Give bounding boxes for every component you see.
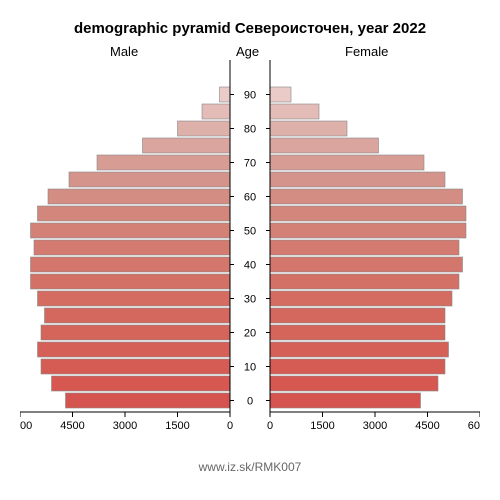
age-tick-label: 50: [244, 226, 256, 238]
male-bar: [34, 240, 230, 255]
x-tick-label: 1500: [165, 420, 189, 432]
female-bar: [270, 342, 449, 357]
male-bar: [220, 87, 231, 102]
x-tick-label: 6000: [20, 420, 32, 432]
male-bar: [97, 155, 230, 170]
pyramid-chart: 6000 4500 3000 1500 0 0 1500 3000 4500 6000 0 10 20 3…: [20, 60, 480, 440]
age-tick-label: 10: [244, 362, 256, 374]
male-bar: [31, 223, 231, 238]
male-label: Male: [110, 44, 138, 59]
chart-title: demographic pyramid Североисточен, year …: [0, 20, 500, 37]
female-bar: [270, 189, 463, 204]
age-tick-label: 40: [244, 260, 256, 272]
female-bar: [270, 87, 291, 102]
male-bar: [41, 359, 230, 374]
female-bar: [270, 104, 319, 119]
x-tick-label: 0: [267, 420, 273, 432]
x-tick-label: 4500: [60, 420, 84, 432]
female-bar: [270, 206, 466, 221]
male-bar: [66, 393, 231, 408]
x-tick-label: 3000: [113, 420, 137, 432]
female-bar: [270, 257, 463, 272]
female-bar: [270, 155, 424, 170]
x-tick-label: 1500: [310, 420, 334, 432]
female-bar: [270, 240, 459, 255]
male-bar: [143, 138, 231, 153]
male-bar: [38, 342, 231, 357]
x-tick-label: 3000: [363, 420, 387, 432]
x-tick-label: 4500: [415, 420, 439, 432]
x-tick-label: 6000: [468, 420, 480, 432]
female-bar: [270, 325, 445, 340]
female-bar: [270, 359, 445, 374]
age-tick-label: 60: [244, 192, 256, 204]
female-bar: [270, 291, 452, 306]
female-label: Female: [345, 44, 388, 59]
male-bar: [52, 376, 231, 391]
female-bar: [270, 274, 459, 289]
age-tick-label: 70: [244, 158, 256, 170]
footer-link: www.iz.sk/RMK007: [0, 460, 500, 474]
age-tick-label: 20: [244, 328, 256, 340]
male-bar: [41, 325, 230, 340]
female-bar: [270, 376, 438, 391]
age-tick-label: 0: [247, 396, 253, 408]
x-tick-label: 0: [227, 420, 233, 432]
female-bar: [270, 308, 445, 323]
age-tick-label: 80: [244, 124, 256, 136]
female-bar: [270, 393, 421, 408]
female-bar: [270, 172, 445, 187]
age-tick-label: 90: [244, 90, 256, 102]
male-bar: [38, 291, 231, 306]
male-bar: [202, 104, 230, 119]
age-label: Age: [236, 44, 259, 59]
female-bar: [270, 138, 379, 153]
male-bar: [48, 189, 230, 204]
male-bar: [38, 206, 231, 221]
male-bar: [178, 121, 231, 136]
male-bar: [45, 308, 231, 323]
female-bar: [270, 223, 466, 238]
female-bar: [270, 121, 347, 136]
male-bar: [31, 257, 231, 272]
male-bar: [31, 274, 231, 289]
male-bar: [69, 172, 230, 187]
age-tick-label: 30: [244, 294, 256, 306]
